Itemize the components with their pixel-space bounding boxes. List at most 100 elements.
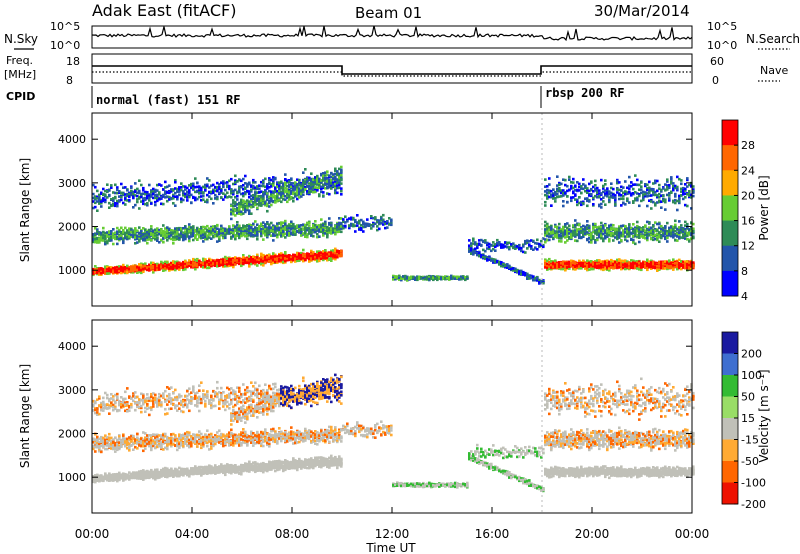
range-cell — [120, 226, 123, 230]
range-cell — [124, 198, 127, 202]
range-cell — [228, 184, 231, 188]
range-cell — [124, 203, 127, 206]
range-cell — [104, 194, 107, 198]
range-cell — [172, 229, 175, 232]
range-cell — [204, 232, 207, 236]
range-cell — [144, 197, 147, 201]
range-cell — [108, 238, 111, 242]
range-cell — [206, 266, 209, 270]
nsky-tick-bottom: 10^0 — [50, 39, 80, 52]
range-cell — [166, 261, 169, 264]
range-cell — [184, 268, 187, 271]
range-cell — [142, 267, 145, 270]
range-cell — [158, 241, 161, 244]
range-cell — [136, 267, 139, 270]
range-cell — [214, 185, 217, 189]
range-cell — [158, 268, 161, 271]
range-cell — [198, 263, 201, 267]
range-cell — [158, 232, 161, 236]
range-cell — [204, 188, 207, 192]
range-cell — [216, 181, 219, 185]
range-cell — [152, 265, 155, 268]
range-cell — [214, 193, 217, 197]
range-cell — [160, 228, 163, 231]
plot-title: Adak East (fitACF) — [92, 1, 236, 20]
range-cell — [134, 232, 137, 235]
range-cell — [188, 223, 191, 226]
range-cell — [160, 266, 163, 269]
range-cell — [186, 263, 189, 266]
range-cell — [144, 192, 147, 196]
range-cell — [96, 268, 99, 271]
range-cell — [340, 193, 343, 196]
range-cell — [112, 191, 115, 194]
range-cell — [174, 179, 177, 182]
range-cell — [166, 185, 169, 189]
range-cell — [142, 192, 145, 195]
range-cell — [116, 232, 119, 236]
range-cell — [92, 192, 95, 196]
range-cell — [178, 228, 181, 231]
nave-tick-top: 60 — [710, 55, 724, 68]
range-cell — [182, 185, 185, 188]
range-cell — [230, 177, 233, 181]
range-cell — [188, 191, 191, 194]
range-cell — [108, 201, 111, 205]
range-cell — [340, 178, 343, 181]
range-cell — [100, 205, 103, 208]
range-cell — [206, 183, 209, 186]
range-cell — [204, 262, 207, 266]
range-cell — [102, 270, 105, 273]
range-cell — [236, 194, 239, 198]
range-cell — [148, 199, 151, 202]
range-cell — [110, 238, 113, 242]
range-cell — [176, 267, 179, 270]
range-cell — [116, 266, 119, 269]
range-cell — [170, 190, 173, 193]
range-cell — [382, 213, 385, 217]
range-cell — [124, 270, 127, 273]
range-cell — [138, 239, 141, 242]
range-cell — [212, 190, 215, 193]
range-cell — [340, 189, 343, 193]
range-cell — [144, 264, 147, 268]
range-cell — [134, 237, 137, 241]
range-cell — [152, 190, 155, 193]
range-cell — [108, 236, 111, 240]
range-cell — [148, 269, 151, 272]
range-cell — [344, 215, 347, 218]
range-cell — [192, 227, 195, 230]
range-cell — [118, 269, 121, 273]
range-cell — [192, 265, 195, 268]
freq-tick-bottom: 8 — [66, 74, 73, 87]
range-cell — [340, 187, 343, 190]
range-cell — [120, 269, 123, 272]
range-cell — [542, 245, 545, 249]
range-cell — [112, 235, 115, 238]
range-cell — [126, 199, 129, 202]
range-cell — [196, 226, 199, 230]
range-cell — [104, 198, 107, 201]
range-cell — [178, 226, 181, 230]
range-cell — [174, 204, 177, 207]
range-cell — [200, 191, 203, 194]
range-cell — [120, 198, 123, 202]
range-cell — [182, 238, 185, 242]
range-cell — [154, 188, 157, 192]
range-cell — [184, 228, 187, 231]
range-cell — [182, 198, 185, 202]
range-cell — [194, 236, 197, 240]
range-cell — [190, 233, 193, 236]
range-cell — [122, 186, 125, 189]
range-cell — [148, 232, 151, 236]
range-cell — [138, 207, 141, 210]
range-cell — [128, 265, 131, 269]
freq-unit: [MHz] — [4, 68, 36, 81]
range-cell — [180, 200, 183, 204]
range-cell — [174, 261, 177, 264]
range-cell — [176, 234, 179, 238]
range-cell — [200, 263, 203, 267]
range-cell — [156, 193, 159, 197]
range-cell — [312, 234, 315, 238]
range-cell — [132, 190, 135, 194]
